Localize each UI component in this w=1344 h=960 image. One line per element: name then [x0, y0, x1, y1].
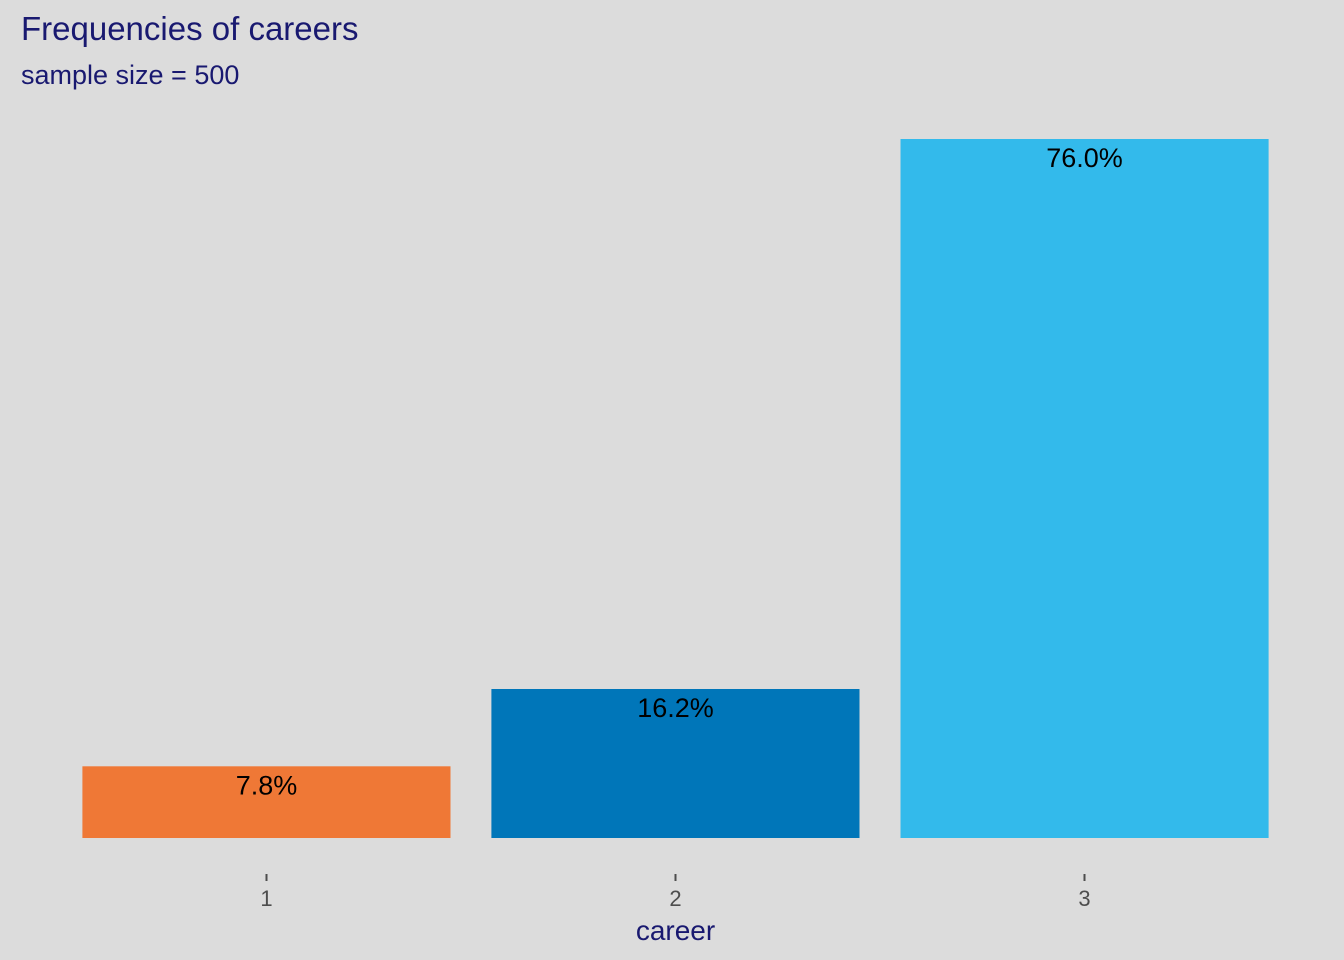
- chart-title: Frequencies of careers: [21, 10, 359, 47]
- bar-1: [82, 766, 451, 838]
- chart-subtitle: sample size = 500: [21, 60, 240, 90]
- x-axis-title: career: [636, 915, 715, 946]
- bar-value-label-3: 76.0%: [1046, 143, 1123, 173]
- x-tick-label-2: 2: [669, 886, 681, 911]
- x-tick-label-3: 3: [1078, 886, 1090, 911]
- x-tick-label-1: 1: [260, 886, 272, 911]
- bar-value-label-2: 16.2%: [637, 693, 714, 723]
- bar-2: [491, 689, 860, 838]
- bar-3: [900, 139, 1269, 838]
- bar-value-label-1: 7.8%: [236, 770, 298, 800]
